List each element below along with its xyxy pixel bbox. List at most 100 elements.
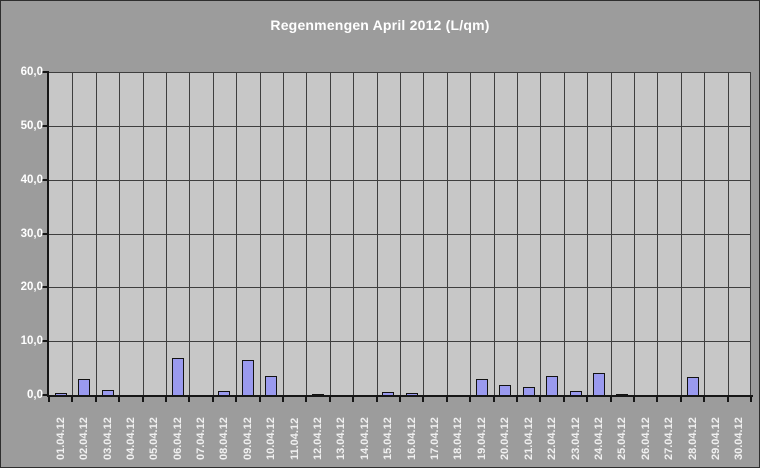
y-axis-label: 20,0 (20, 281, 43, 293)
gridline-vertical (728, 72, 729, 395)
x-axis-tick (516, 395, 518, 402)
x-axis-tick (71, 395, 73, 402)
x-axis-label: 14.04.12 (359, 417, 371, 460)
bar (265, 376, 277, 395)
gridline-vertical (189, 72, 190, 395)
x-axis-tick (539, 395, 541, 402)
bar (102, 390, 114, 395)
gridline-vertical (634, 72, 635, 395)
x-axis-tick (95, 395, 97, 402)
x-axis-tick (610, 395, 612, 402)
bar (499, 385, 511, 395)
gridline-vertical (260, 72, 261, 395)
y-axis-label: 30,0 (20, 228, 43, 240)
y-axis-tick (41, 179, 49, 181)
x-axis-tick (188, 395, 190, 402)
x-axis-tick (118, 395, 120, 402)
x-axis-tick (633, 395, 635, 402)
gridline-vertical (213, 72, 214, 395)
gridline-vertical (400, 72, 401, 395)
x-axis-label: 24.04.12 (593, 417, 605, 460)
gridline-vertical (143, 72, 144, 395)
bar (687, 377, 699, 395)
gridline-vertical (166, 72, 167, 395)
x-axis-label: 10.04.12 (265, 417, 277, 460)
x-axis-label: 30.04.12 (733, 417, 745, 460)
bar (523, 387, 535, 395)
x-axis-label: 18.04.12 (452, 417, 464, 460)
x-axis-tick (329, 395, 331, 402)
y-axis-label: 60,0 (20, 66, 43, 78)
gridline-vertical (423, 72, 424, 395)
gridline-vertical (96, 72, 97, 395)
x-axis-label: 28.04.12 (687, 417, 699, 460)
x-axis-label: 12.04.12 (312, 417, 324, 460)
x-axis-label: 11.04.12 (289, 417, 301, 460)
x-axis-label: 06.04.12 (172, 417, 184, 460)
x-axis-tick (165, 395, 167, 402)
x-axis-label: 19.04.12 (476, 417, 488, 460)
y-axis-label: 50,0 (20, 120, 43, 132)
gridline-vertical (447, 72, 448, 395)
bar (312, 394, 324, 395)
x-axis-tick (48, 395, 50, 402)
x-axis-tick (212, 395, 214, 402)
plot-area (49, 72, 751, 395)
x-axis-tick (352, 395, 354, 402)
gridline-vertical (494, 72, 495, 395)
y-axis-tick (41, 125, 49, 127)
y-axis-label: 40,0 (20, 174, 43, 186)
gridline-vertical (306, 72, 307, 395)
x-axis-label: 07.04.12 (195, 417, 207, 460)
y-axis-tick (41, 340, 49, 342)
gridline-vertical (540, 72, 541, 395)
x-axis-label: 29.04.12 (710, 417, 722, 460)
bar (616, 394, 628, 395)
gridline-vertical (470, 72, 471, 395)
bar (476, 379, 488, 395)
gridline-vertical (611, 72, 612, 395)
x-axis-label: 05.04.12 (148, 417, 160, 460)
x-axis-label: 09.04.12 (242, 417, 254, 460)
x-axis-label: 01.04.12 (55, 417, 67, 460)
gridline-vertical (704, 72, 705, 395)
bar (218, 391, 230, 395)
x-axis-label: 21.04.12 (523, 417, 535, 460)
gridline-vertical (587, 72, 588, 395)
x-axis-label: 16.04.12 (406, 417, 418, 460)
bar (593, 373, 605, 395)
x-axis-tick (563, 395, 565, 402)
bar (570, 391, 582, 395)
y-axis-label: 10,0 (20, 335, 43, 347)
x-axis-label: 25.04.12 (616, 417, 628, 460)
x-axis-tick (399, 395, 401, 402)
x-axis-tick (282, 395, 284, 402)
gridline-vertical (330, 72, 331, 395)
x-axis-label: 13.04.12 (335, 417, 347, 460)
x-axis-tick (422, 395, 424, 402)
x-axis-tick (656, 395, 658, 402)
x-axis-tick (586, 395, 588, 402)
x-axis-tick (493, 395, 495, 402)
x-axis-label: 15.04.12 (382, 417, 394, 460)
x-axis-tick (750, 395, 752, 402)
bar (55, 393, 67, 395)
x-axis-label: 08.04.12 (218, 417, 230, 460)
y-axis-tick (41, 286, 49, 288)
gridline-vertical (377, 72, 378, 395)
x-axis-label: 04.04.12 (125, 417, 137, 460)
x-axis-tick (376, 395, 378, 402)
x-axis-tick (469, 395, 471, 402)
y-axis-tick (41, 233, 49, 235)
bar (242, 360, 254, 395)
gridline-vertical (353, 72, 354, 395)
y-axis-tick (41, 394, 49, 396)
x-axis-tick (235, 395, 237, 402)
x-axis-label: 27.04.12 (663, 417, 675, 460)
gridline-vertical (681, 72, 682, 395)
x-axis-label: 03.04.12 (102, 417, 114, 460)
gridline-vertical (283, 72, 284, 395)
x-axis-tick (703, 395, 705, 402)
x-axis-tick (680, 395, 682, 402)
bar (382, 392, 394, 395)
